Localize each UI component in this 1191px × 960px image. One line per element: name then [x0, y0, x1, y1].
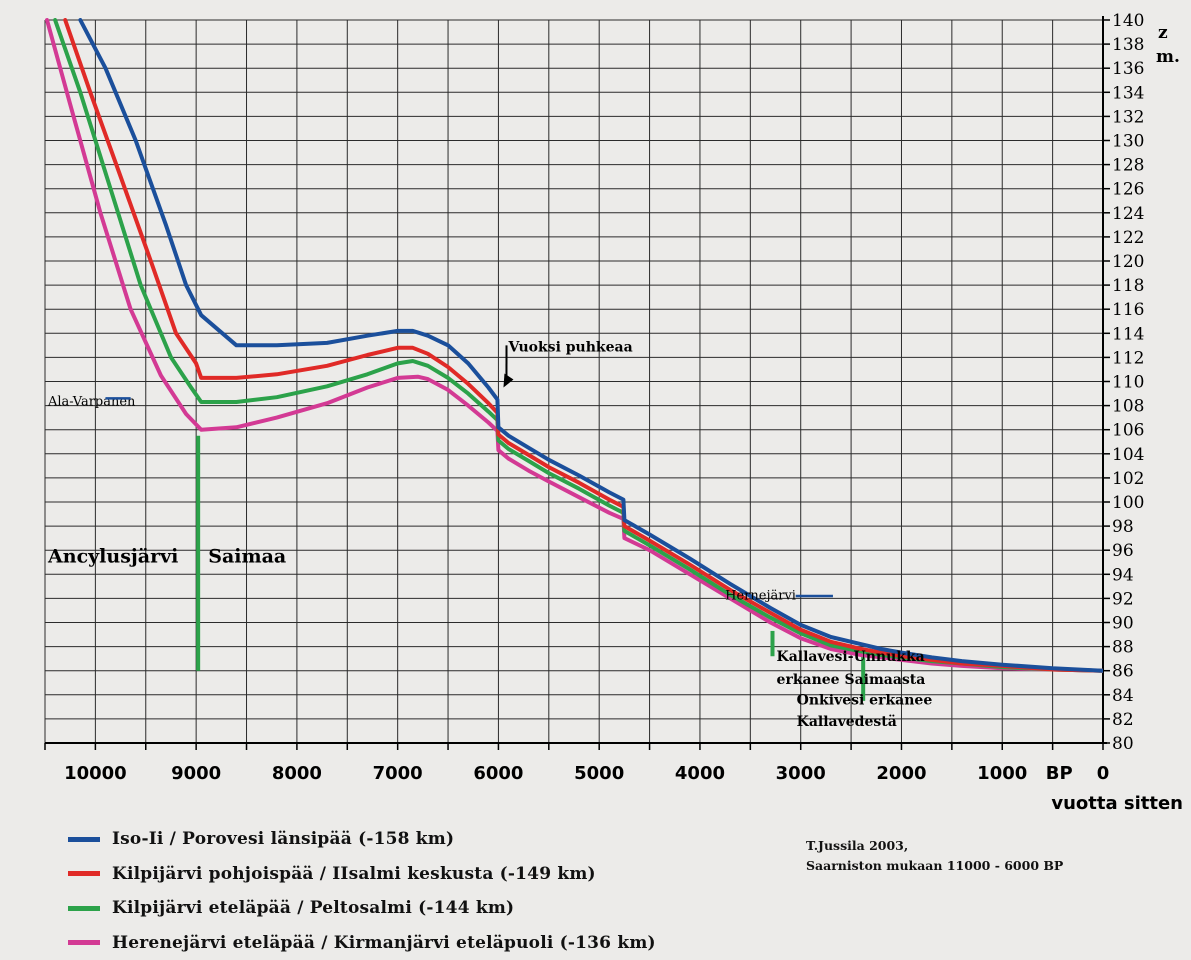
annotation-vuoksi: Vuoksi puhkeaa	[508, 339, 633, 355]
y-tick-label: 128	[1112, 156, 1144, 176]
legend-item: Herenejärvi eteläpää / Kirmanjärvi etelä…	[68, 926, 656, 960]
y-tick-label: 84	[1112, 686, 1134, 706]
y-tick-label: 106	[1112, 421, 1144, 441]
credit-note: T.Jussila 2003, Saarniston mukaan 11000 …	[806, 836, 1063, 876]
y-tick-label: 102	[1112, 469, 1144, 489]
x-tick-label: 3000	[776, 763, 826, 784]
y-tick-label: 130	[1112, 132, 1144, 152]
y-unit-label: m.	[1156, 47, 1180, 67]
y-tick-label: 118	[1112, 276, 1144, 296]
legend-swatch	[68, 906, 100, 911]
grid	[45, 20, 1103, 743]
x-tick-label: 6000	[473, 763, 523, 784]
y-tick-label: 80	[1112, 734, 1134, 754]
x-tick-label: 8000	[272, 763, 322, 784]
y-tick-label: 112	[1112, 348, 1144, 368]
legend-item: Kilpijärvi eteläpää / Peltosalmi (-144 k…	[68, 891, 656, 926]
y-tick-label: 122	[1112, 228, 1144, 248]
x-tick-label: 10000	[64, 763, 127, 784]
x-tick-label: 9000	[171, 763, 221, 784]
x-tick-label: 5000	[574, 763, 624, 784]
credit-line-2: Saarniston mukaan 11000 - 6000 BP	[806, 856, 1063, 876]
legend-swatch	[68, 871, 100, 876]
y-tick-label: 110	[1112, 373, 1144, 393]
y-unit-label: z	[1158, 23, 1168, 43]
x-tick-label: 4000	[675, 763, 725, 784]
credit-line-1: T.Jussila 2003,	[806, 836, 1063, 856]
y-tick-label: 124	[1112, 204, 1144, 224]
legend: Iso-Ii / Porovesi länsipää (-158 km) Kil…	[68, 822, 656, 960]
annotation-ancylusjarvi: Ancylusjärvi	[47, 545, 178, 567]
y-tick-label: 82	[1112, 710, 1134, 730]
y-tick-label: 96	[1112, 541, 1134, 561]
y-tick-label: 138	[1112, 35, 1144, 55]
annotation-kallavesi: Kallavesi-Unnukka	[777, 649, 925, 665]
legend-item: Iso-Ii / Porovesi länsipää (-158 km)	[68, 822, 656, 857]
annotation-ala-varpanen: Ala-Varpanen	[47, 395, 136, 410]
y-tick-label: 104	[1112, 445, 1144, 465]
annotation-onkivesi: Kallavedestä	[797, 714, 897, 730]
y-tick-label: 88	[1112, 638, 1134, 658]
annotation-onkivesi: Onkivesi erkanee	[797, 692, 933, 708]
y-tick-label: 136	[1112, 59, 1144, 79]
annotation-saimaa: Saimaa	[208, 545, 286, 567]
annotation-kallavesi: erkanee Saimaasta	[777, 672, 926, 688]
y-tick-label: 98	[1112, 517, 1134, 537]
y-tick-label: 100	[1112, 493, 1144, 513]
y-tick-label: 126	[1112, 180, 1144, 200]
annotation-hernejarvi: Hernejärvi	[725, 589, 796, 604]
x-tick-label: 7000	[373, 763, 423, 784]
legend-label: Herenejärvi eteläpää / Kirmanjärvi etelä…	[112, 933, 656, 953]
x-axis-bp-label: BP	[1046, 763, 1073, 784]
x-tick-label: 0	[1097, 763, 1110, 784]
x-tick-label: 1000	[977, 763, 1027, 784]
x-tick-label: 2000	[876, 763, 926, 784]
y-tick-label: 140	[1112, 11, 1144, 31]
y-tick-label: 120	[1112, 252, 1144, 272]
legend-label: Kilpijärvi eteläpää / Peltosalmi (-144 k…	[112, 898, 514, 918]
annotations: Vuoksi puhkeaa Ala-Varpanen Hernejärvi Ancy…	[47, 339, 932, 730]
y-tick-label: 132	[1112, 107, 1144, 127]
annotation-arrowhead	[503, 374, 513, 388]
x-axis-title: vuotta sitten	[1051, 793, 1183, 814]
vertical-markers	[198, 436, 863, 701]
legend-swatch	[68, 940, 100, 945]
y-tick-label: 94	[1112, 565, 1134, 585]
y-tick-label: 114	[1112, 324, 1144, 344]
y-tick-label: 116	[1112, 300, 1144, 320]
legend-label: Kilpijärvi pohjoispää / IIsalmi keskusta…	[112, 864, 596, 884]
y-tick-label: 92	[1112, 589, 1134, 609]
legend-label: Iso-Ii / Porovesi länsipää (-158 km)	[112, 829, 454, 849]
y-tick-label: 108	[1112, 397, 1144, 417]
y-tick-label: 86	[1112, 662, 1134, 682]
legend-item: Kilpijärvi pohjoispää / IIsalmi keskusta…	[68, 857, 656, 892]
legend-swatch	[68, 837, 100, 842]
y-tick-label: 134	[1112, 83, 1144, 103]
axes	[45, 16, 1110, 750]
y-tick-label: 90	[1112, 614, 1134, 634]
